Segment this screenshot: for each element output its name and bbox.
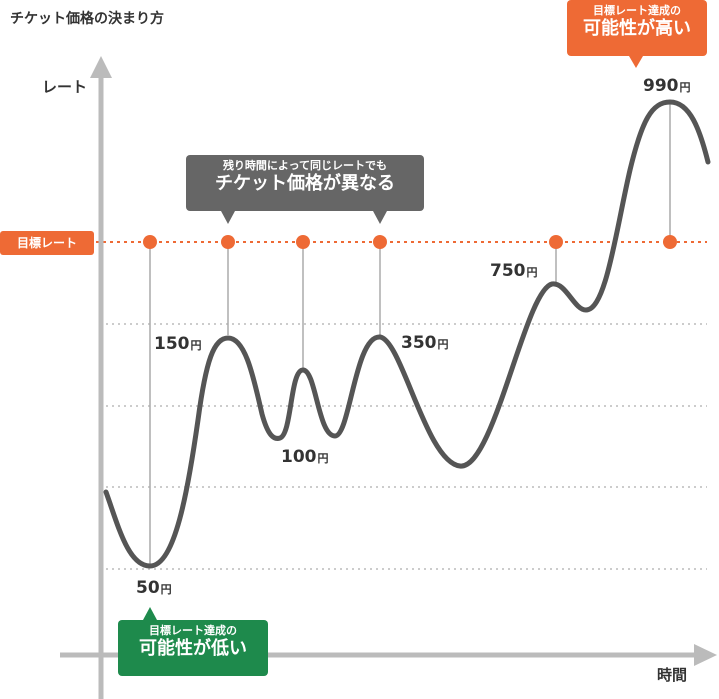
price-unit: 円 — [317, 452, 329, 465]
callout-low-pointer — [143, 607, 157, 620]
price-label-50: 50円 — [136, 578, 172, 598]
callout-same-line1: 残り時間によって同じレートでも — [222, 159, 388, 172]
price-value: 350 — [401, 333, 437, 353]
x-axis-label: 時間 — [657, 666, 688, 684]
price-label-350: 350円 — [401, 333, 449, 353]
callout-high-probability: 目標レート達成の 可能性が高い — [567, 0, 707, 56]
price-value: 150 — [154, 334, 190, 354]
y-axis-label: レート — [42, 78, 88, 96]
callout-same-pointer-left — [221, 211, 235, 224]
callout-low-line1: 目標レート達成の — [149, 624, 237, 637]
price-label-990: 990円 — [643, 76, 691, 96]
callout-high-pointer — [629, 56, 643, 68]
callout-high-line2: 可能性が高い — [583, 18, 691, 39]
target-dot — [663, 235, 677, 249]
target-rate-tag: 目標レート — [0, 231, 94, 255]
callout-same-pointer-right — [373, 211, 387, 224]
price-label-750: 750円 — [490, 261, 538, 281]
callout-low-probability: 目標レート達成の 可能性が低い — [118, 620, 268, 676]
callout-low-line2: 可能性が低い — [139, 638, 247, 659]
price-value: 750 — [490, 261, 526, 281]
price-value: 990 — [643, 76, 679, 96]
rate-curve — [103, 99, 711, 569]
callout-high-line1: 目標レート達成の — [593, 4, 681, 17]
target-dot — [296, 235, 310, 249]
price-unit: 円 — [526, 266, 538, 279]
price-unit: 円 — [190, 339, 202, 352]
x-axis-arrow — [694, 644, 717, 666]
callout-same-line2: チケット価格が異なる — [215, 173, 395, 194]
price-value: 50 — [136, 578, 160, 598]
y-axis-arrow — [90, 56, 112, 78]
target-dot — [143, 235, 157, 249]
price-label-150: 150円 — [154, 334, 202, 354]
target-dot — [549, 235, 563, 249]
chart-title: チケット価格の決まり方 — [10, 11, 164, 27]
price-unit: 円 — [160, 583, 172, 596]
price-unit: 円 — [437, 338, 449, 351]
target-dot — [221, 235, 235, 249]
price-label-100: 100円 — [281, 447, 329, 467]
target-dot — [373, 235, 387, 249]
price-value: 100 — [281, 447, 317, 467]
callout-same-rate: 残り時間によって同じレートでも チケット価格が異なる — [186, 155, 424, 211]
price-unit: 円 — [679, 81, 691, 94]
